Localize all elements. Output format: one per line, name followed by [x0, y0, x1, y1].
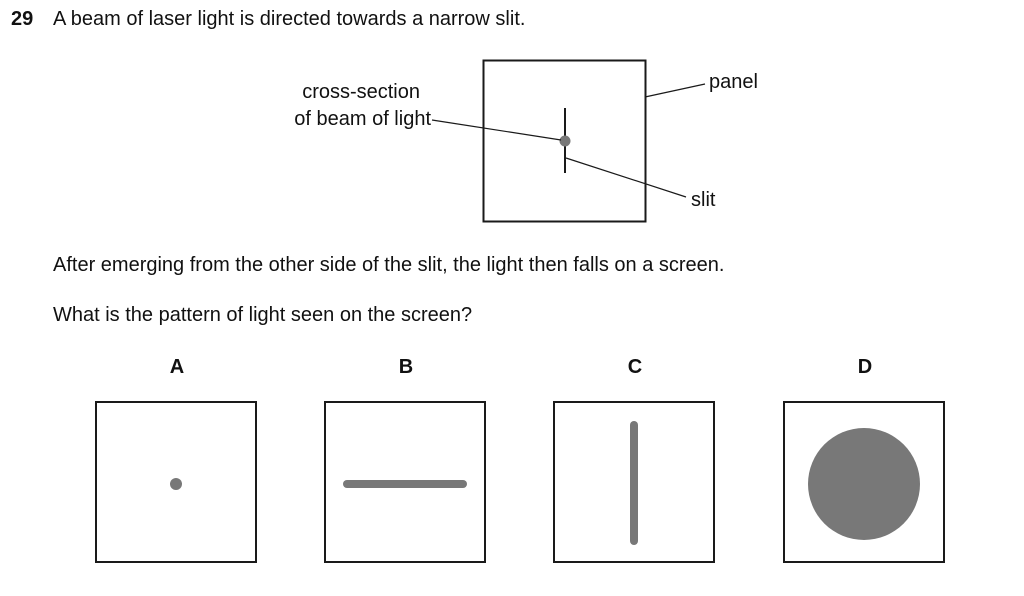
- option-b-horizontal-line-pattern: [343, 480, 467, 488]
- option-a-box[interactable]: [95, 401, 257, 563]
- panel-square: [482, 59, 647, 223]
- cross-section-label-line1: cross-section: [302, 81, 420, 103]
- option-a-letter: A: [169, 356, 185, 378]
- option-c-letter: C: [627, 356, 643, 378]
- panel-leader-line: [644, 83, 706, 98]
- option-c-box[interactable]: [553, 401, 715, 563]
- option-b-box[interactable]: [324, 401, 486, 563]
- option-c-vertical-line-pattern: [630, 421, 638, 545]
- question-number: 29: [11, 8, 34, 30]
- option-d-disc-pattern: [808, 428, 920, 540]
- slit-label: slit: [691, 189, 716, 211]
- option-a-dot-pattern: [170, 478, 182, 490]
- slit-leader-line: [565, 157, 687, 198]
- option-d-box[interactable]: [783, 401, 945, 563]
- beam-cross-section-dot: [559, 135, 571, 147]
- panel-label: panel: [709, 71, 758, 93]
- question-text: A beam of laser light is directed toward…: [53, 8, 526, 30]
- question-prompt: What is the pattern of light seen on the…: [53, 304, 473, 326]
- paragraph-after-slit: After emerging from the other side of th…: [53, 254, 725, 276]
- cross-section-label-line2: of beam of light: [294, 108, 431, 130]
- option-d-letter: D: [857, 356, 873, 378]
- option-b-letter: B: [398, 356, 414, 378]
- cross-section-leader-line: [431, 119, 562, 141]
